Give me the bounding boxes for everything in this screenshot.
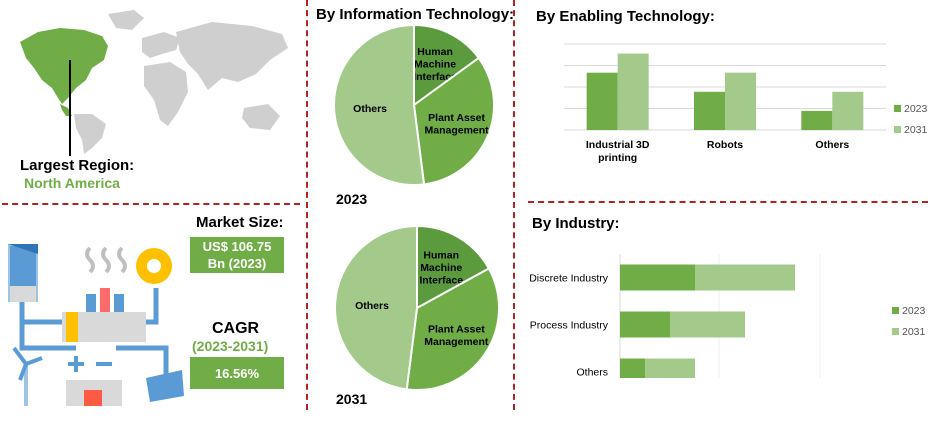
bar-2031-1 <box>725 72 756 130</box>
legend-label-2031: 2031 <box>902 326 926 338</box>
enabling-bar-chart: Industrial 3D printing Robots Others 2023 203… <box>564 43 928 164</box>
cagr-period: (2023-2031) <box>192 338 269 354</box>
divider-right <box>513 0 515 410</box>
market-size-value-line2: Bn (2023) <box>207 256 267 271</box>
pie-slice-plant-asset-management <box>412 56 495 186</box>
hbar-2023-2 <box>620 358 645 378</box>
hbar-2031-0 <box>695 264 795 291</box>
legend-label-2031: 2031 <box>904 124 928 136</box>
bar-2023-1 <box>694 91 725 130</box>
x-tick-label: Industrial 3D printing <box>586 139 650 164</box>
legend-label-2023: 2023 <box>902 305 926 317</box>
pie-slice-others <box>334 225 418 391</box>
y-tick-label: Discrete Industry <box>529 273 609 285</box>
market-size-box: US$ 106.75 Bn (2023) <box>190 237 284 273</box>
divider-horizontal-right <box>528 201 928 203</box>
pie-slice-human-machine-interface <box>416 225 491 310</box>
y-tick-label: Process Industry <box>530 320 609 332</box>
pie-label-human-machine-interface: Human Machine Interface <box>413 46 457 83</box>
hbar-2023-1 <box>620 311 670 338</box>
market-size-label: Market Size: <box>196 214 284 231</box>
divider-horizontal-left <box>2 203 300 205</box>
bar-2031-0 <box>617 53 649 130</box>
divider-left <box>306 0 308 410</box>
pie-2023-caption: 2023 <box>336 191 368 207</box>
pie-label-plant-asset-management: Plant Asset Management <box>424 323 489 348</box>
bar-2023-2 <box>801 110 833 130</box>
hbar-2023-0 <box>620 264 695 291</box>
cagr-value-box: 16.56% <box>190 357 284 389</box>
smart-factory-illustration-icon <box>8 244 184 406</box>
pie-slice-others <box>333 24 426 186</box>
hbar-2031-1 <box>670 311 745 338</box>
pie-label-human-machine-interface: Human Machine Interface <box>419 250 463 287</box>
industry-title: By Industry: <box>532 215 620 232</box>
world-map-icon <box>20 10 288 156</box>
legend-swatch-2031 <box>892 328 899 335</box>
market-size-value-line1: US$ 106.75 <box>202 239 272 254</box>
x-tick-label: Robots <box>707 139 743 151</box>
largest-region-value: North America <box>24 175 120 191</box>
pie-label-others: Others <box>355 300 389 312</box>
legend-swatch-2031 <box>894 126 901 133</box>
pie-slice-human-machine-interface <box>413 24 481 107</box>
it-title: By Information Technology: <box>316 6 515 23</box>
bar-2023-0 <box>586 72 618 130</box>
enabling-title: By Enabling Technology: <box>536 8 715 25</box>
pie-slice-plant-asset-management <box>405 267 500 391</box>
pie-2031-caption: 2031 <box>336 391 368 407</box>
legend-swatch-2023 <box>894 105 901 112</box>
hbar-2031-2 <box>645 358 695 378</box>
industry-bar-chart: Discrete Industry Process Industry Others 2… <box>529 254 926 379</box>
legend-swatch-2023 <box>892 307 899 314</box>
pie-label-others: Others <box>353 103 387 115</box>
pie-chart-2031: Human Machine Interface Plant Asset Manageme… <box>334 225 500 391</box>
bar-2031-2 <box>832 91 864 130</box>
cagr-label: CAGR <box>212 320 260 337</box>
largest-region-label: Largest Region: <box>20 157 135 174</box>
x-tick-label: Others <box>815 139 849 151</box>
pie-chart-2023: Human Machine Interface Plant Asset Manageme… <box>333 24 495 186</box>
legend-label-2023: 2023 <box>904 103 928 115</box>
y-tick-label: Others <box>576 367 608 379</box>
pie-label-plant-asset-management: Plant Asset Management <box>424 112 489 137</box>
